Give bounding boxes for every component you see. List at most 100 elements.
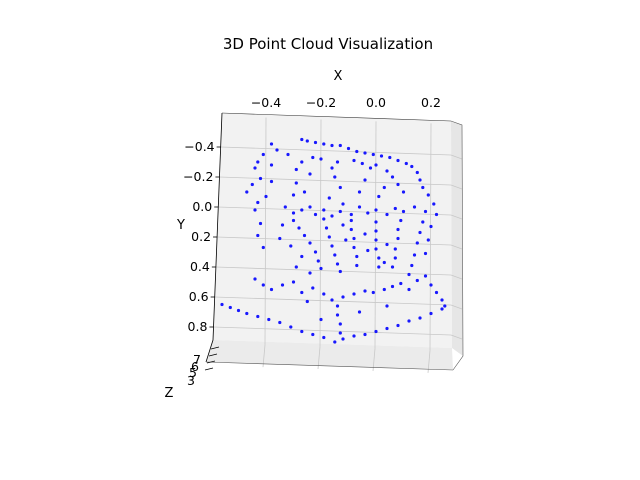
- scatter-point: [258, 221, 263, 226]
- scatter-point: [385, 212, 389, 217]
- scatter-point: [349, 218, 353, 223]
- scatter-point: [264, 194, 268, 199]
- scatter-point: [423, 251, 428, 256]
- scatter-point: [390, 175, 395, 179]
- scatter-point: [385, 242, 389, 247]
- scatter-point: [338, 209, 342, 214]
- scatter-point: [440, 307, 444, 311]
- scatter-point: [396, 227, 400, 232]
- scatter-point: [291, 193, 296, 197]
- y-tick-label: 0.6: [189, 289, 209, 304]
- scatter-point: [280, 223, 285, 227]
- scatter-point: [366, 211, 370, 215]
- scatter-point: [396, 182, 400, 187]
- y-tick-label: −0.2: [183, 169, 213, 184]
- scatter-point: [330, 143, 334, 148]
- scatter-point: [363, 232, 367, 236]
- z-tick-mark: [204, 367, 214, 371]
- y-tick-label: −0.4: [184, 139, 214, 154]
- z-tick-label: 5: [189, 365, 197, 380]
- scatter-point: [363, 151, 367, 155]
- scatter-point: [316, 259, 320, 263]
- scatter-point: [300, 254, 304, 259]
- scatter-point: [352, 292, 356, 296]
- scatter-point: [269, 287, 274, 292]
- scatter-point: [291, 218, 296, 223]
- scatter-point: [302, 190, 307, 194]
- scatter-point: [256, 160, 260, 164]
- scatter-point: [363, 178, 367, 182]
- scatter-point: [294, 181, 298, 185]
- scatter-point: [374, 238, 378, 242]
- scatter-point: [308, 172, 312, 176]
- y-tick-label: 0.4: [190, 259, 210, 274]
- scatter-point: [256, 314, 260, 319]
- scatter-point: [253, 208, 257, 212]
- scatter-point: [261, 283, 265, 287]
- scatter-point: [322, 217, 326, 221]
- scatter-point: [341, 337, 345, 341]
- x-tick-label: −0.2: [306, 95, 336, 110]
- scatter-point: [327, 235, 331, 239]
- scatter-point: [261, 152, 265, 157]
- scatter-point: [385, 169, 389, 173]
- scatter-point: [330, 298, 334, 302]
- y-grid-line: [220, 146, 452, 156]
- y-side-grid-line: [450, 274, 463, 280]
- scatter-point: [396, 236, 400, 241]
- scatter-point: [300, 160, 304, 164]
- scatter-point: [393, 206, 397, 211]
- scatter-point: [374, 220, 378, 224]
- scatter-point: [308, 271, 312, 275]
- scatter-point: [330, 244, 334, 248]
- x-tick-label: 0.2: [421, 95, 441, 110]
- scatter-points: [220, 137, 447, 344]
- scatter-point: [289, 244, 293, 248]
- scatter-point: [338, 269, 342, 274]
- scatter-point: [440, 298, 444, 302]
- scatter-point: [335, 160, 340, 164]
- scatter-point: [374, 208, 378, 212]
- scatter-point: [357, 310, 362, 314]
- scatter-point: [407, 272, 411, 277]
- scatter-point: [322, 335, 326, 340]
- scatter-point: [412, 205, 417, 209]
- scatter-point: [377, 194, 381, 199]
- x-grid-line: [319, 119, 322, 347]
- z-tick-label: 7: [193, 352, 201, 367]
- scatter-point: [404, 161, 408, 166]
- scatter-point: [250, 182, 254, 187]
- scatter-point: [366, 248, 370, 253]
- scatter-point: [355, 254, 359, 259]
- scatter-point: [261, 245, 265, 250]
- scatter-point: [426, 238, 430, 242]
- scatter-point: [294, 265, 298, 269]
- scatter-point: [322, 292, 326, 296]
- scatter-point: [319, 157, 323, 161]
- scatter-point: [256, 233, 260, 238]
- scatter-point: [311, 286, 315, 290]
- scatter-point: [415, 241, 419, 245]
- scatter-point: [421, 220, 425, 224]
- scatter-point: [294, 167, 298, 172]
- scatter-point: [401, 190, 406, 194]
- scatter-point: [278, 320, 282, 325]
- y-tick-label: 0.8: [188, 319, 208, 334]
- scatter-point: [245, 311, 249, 316]
- scatter-point: [338, 331, 342, 335]
- scatter-point: [322, 142, 326, 146]
- scatter-point: [429, 224, 433, 229]
- scatter-point: [429, 311, 433, 316]
- z-tick-label: 6: [191, 359, 199, 374]
- scatter-point: [360, 161, 364, 166]
- scatter-point: [421, 185, 425, 190]
- scatter-point: [289, 325, 293, 329]
- scatter-point: [390, 284, 395, 289]
- scatter-point: [363, 332, 367, 337]
- scatter-point: [415, 170, 419, 175]
- scatter-point: [412, 253, 417, 257]
- scatter-point: [371, 290, 375, 295]
- scatter-point: [423, 209, 428, 214]
- pane-edge-floor: [205, 361, 454, 371]
